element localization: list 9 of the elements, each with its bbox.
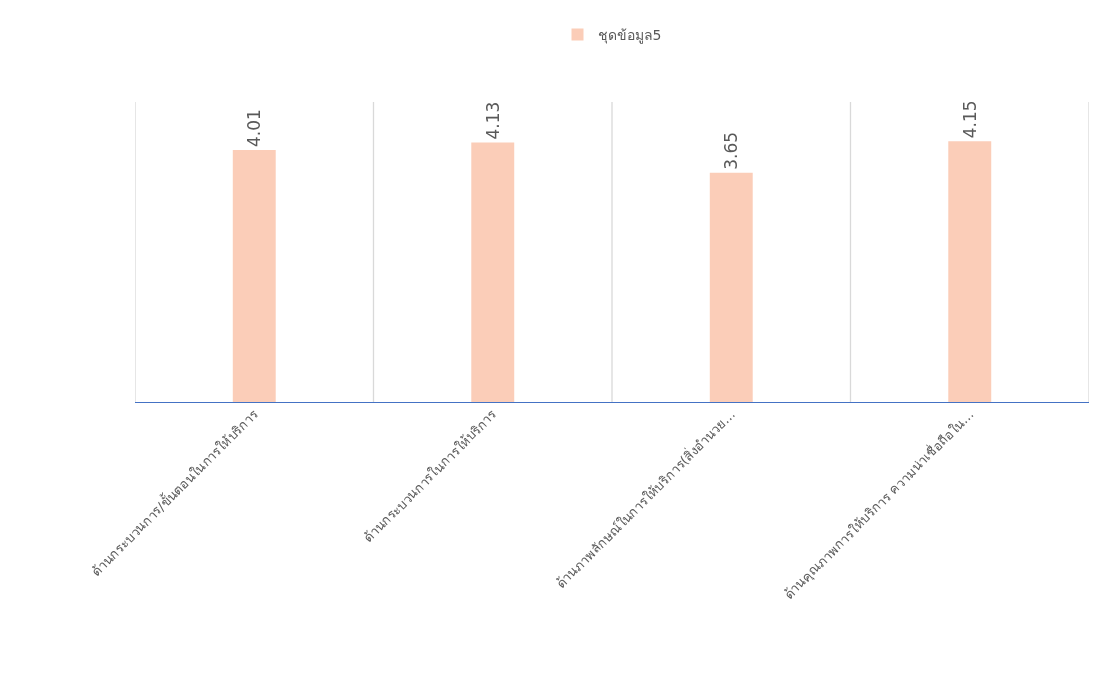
data-label: 4.13 xyxy=(482,101,503,140)
bar xyxy=(709,172,753,403)
data-label: 3.65 xyxy=(721,131,742,170)
bar xyxy=(948,141,992,403)
legend-label: ชุดข้อมูล5 xyxy=(597,26,662,44)
bar xyxy=(471,142,515,403)
bar xyxy=(232,150,276,403)
data-label: 4.01 xyxy=(244,109,265,148)
data-label: 4.15 xyxy=(959,100,980,139)
